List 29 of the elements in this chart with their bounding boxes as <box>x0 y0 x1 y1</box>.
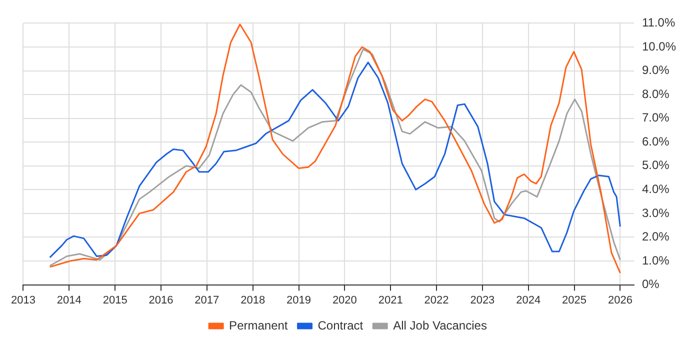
x-tick-label: 2016 <box>148 294 174 306</box>
y-tick-label: 2.0% <box>642 230 670 244</box>
legend-label: All Job Vacancies <box>393 318 487 332</box>
x-tick-label: 2020 <box>332 294 357 306</box>
y-tick-label: 0% <box>642 277 660 292</box>
x-tick-label: 2024 <box>516 294 541 306</box>
y-tick-label: 8.0% <box>642 86 670 101</box>
x-tick-label: 2022 <box>424 294 449 306</box>
x-tick-label: 2017 <box>194 294 220 306</box>
y-tick-label: 10.0% <box>642 39 676 54</box>
x-tick-label: 2013 <box>10 294 36 306</box>
y-tick-label: 5.0% <box>642 158 670 172</box>
x-tick-label: 2021 <box>378 294 403 306</box>
y-tick-label: 3.0% <box>642 206 670 220</box>
x-tick-label: 2026 <box>608 294 632 306</box>
y-tick-label: 11.0% <box>642 16 676 30</box>
y-tick-label: 6.0% <box>642 134 670 148</box>
x-tick-label: 2025 <box>562 294 587 306</box>
x-tick-label: 2019 <box>286 294 311 306</box>
y-tick-label: 9.0% <box>642 63 670 78</box>
x-tick-label: 2015 <box>102 294 128 306</box>
x-tick-label: 2014 <box>56 294 82 306</box>
x-tick-label: 2023 <box>470 294 495 306</box>
y-tick-label: 4.0% <box>642 182 670 196</box>
x-tick-label: 2018 <box>240 294 266 306</box>
y-tick-label: 1.0% <box>642 253 670 268</box>
legend-label: Contract <box>318 318 364 332</box>
y-tick-label: 7.0% <box>642 110 670 125</box>
legend-label: Permanent <box>229 318 288 332</box>
